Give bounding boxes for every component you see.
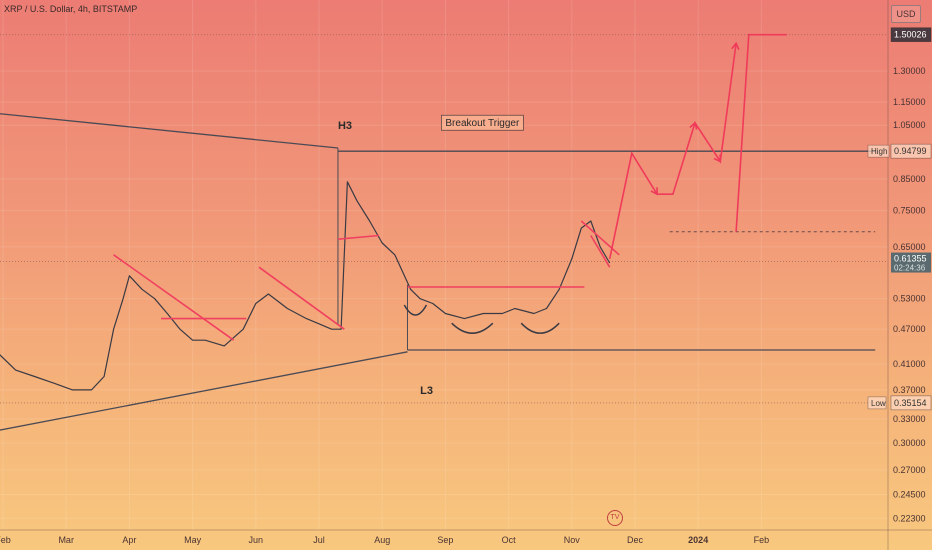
x-tick-label: Feb: [754, 535, 770, 545]
trendline: [0, 351, 408, 431]
y-tick-label: 0.75000: [893, 206, 926, 216]
annotation-label: H3: [338, 120, 352, 132]
low-price-label-box: [890, 395, 932, 411]
tradingview-logo-icon: TV: [607, 510, 623, 526]
y-tick-label: 0.30000: [893, 438, 926, 448]
target-price-label-box: [890, 27, 932, 42]
y-tick-label: 0.47000: [893, 324, 926, 334]
y-tick-label: 1.15000: [893, 97, 926, 107]
y-tick-label: 0.65000: [893, 242, 926, 252]
cup-pattern: [451, 322, 494, 334]
low-price-label-tag: Low: [871, 399, 886, 408]
symbol-title: XRP / U.S. Dollar, 4h, BITSTAMP: [4, 4, 138, 14]
x-tick-label: Jun: [249, 535, 264, 545]
y-tick-label: 0.22300: [893, 513, 926, 523]
high-price-label-value: 0.94799: [894, 146, 927, 156]
pattern-line: [590, 235, 611, 268]
pattern-line: [337, 234, 380, 240]
x-tick-label: Aug: [374, 535, 390, 545]
current-price-value: 0.61355: [894, 254, 927, 264]
pattern-line: [580, 220, 620, 256]
currency-button[interactable]: USD: [891, 5, 921, 23]
cup-pattern: [403, 304, 428, 316]
high-price-label-tag: High: [871, 147, 887, 156]
y-tick-label: 0.33000: [893, 414, 926, 424]
x-tick-label: Apr: [122, 535, 136, 545]
y-tick-label: 0.24500: [893, 489, 926, 499]
y-tick-label: 0.27000: [893, 465, 926, 475]
price-series-line[interactable]: [0, 181, 611, 391]
y-tick-label: 0.85000: [893, 174, 926, 184]
pattern-line: [113, 254, 235, 341]
pattern-line: [258, 266, 345, 330]
annotation-label: L3: [420, 385, 433, 397]
y-tick-label: 0.41000: [893, 359, 926, 369]
arrow-head: [689, 121, 698, 130]
arrow-head: [713, 154, 722, 163]
y-tick-label: 0.53000: [893, 294, 926, 304]
x-tick-label: Oct: [502, 535, 517, 545]
high-price-label-tag-box: [867, 144, 890, 158]
x-tick-label: May: [184, 535, 202, 545]
breakout-label-box: [441, 114, 524, 131]
y-tick-label: 1.05000: [893, 120, 926, 130]
x-tick-label: Dec: [627, 535, 644, 545]
current-price-box: [891, 252, 931, 273]
cup-pattern: [520, 322, 560, 334]
current-price-countdown: 02:24:36: [894, 264, 926, 273]
x-tick-label: Feb: [0, 535, 11, 545]
high-price-label-box: [890, 143, 932, 159]
x-tick-label: Mar: [58, 535, 74, 545]
low-price-label-value: 0.35154: [894, 398, 927, 408]
trendline: [0, 113, 339, 149]
x-tick-label: 2024: [688, 535, 708, 545]
x-tick-label: Jul: [313, 535, 325, 545]
x-tick-label: Sep: [437, 535, 453, 545]
arrow-head: [731, 41, 740, 51]
projection-alt-path: [735, 33, 787, 232]
breakout-trigger-label: Breakout Trigger: [445, 118, 520, 129]
x-tick-label: Nov: [564, 535, 581, 545]
target-price-label-value: 1.50026: [894, 30, 927, 40]
arrow-head: [650, 187, 658, 196]
y-tick-label: 1.30000: [893, 66, 926, 76]
low-price-label-tag-box: [867, 396, 887, 410]
y-tick-label: 0.37000: [893, 385, 926, 395]
